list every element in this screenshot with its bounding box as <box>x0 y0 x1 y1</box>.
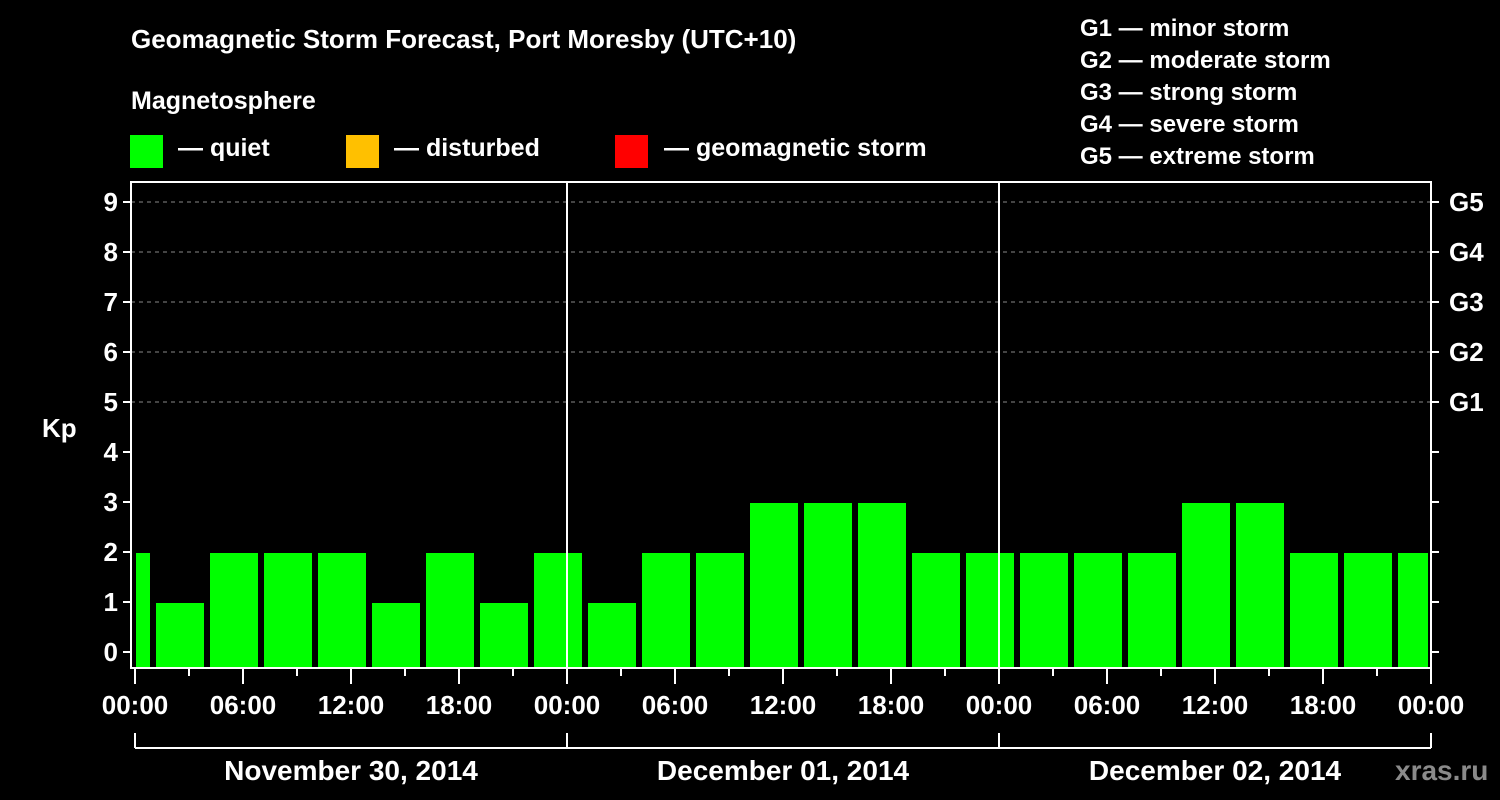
y-tick-label: 5 <box>103 387 118 417</box>
g-tick-label: G2 <box>1449 337 1484 367</box>
g-scale-item: G3 — strong storm <box>1080 79 1298 106</box>
x-tick-label: 06:00 <box>209 690 277 720</box>
kp-bar <box>264 553 312 667</box>
legend-swatch-quiet <box>130 135 163 168</box>
g-tick-label: G1 <box>1449 387 1484 417</box>
x-tick-label: 12:00 <box>1181 690 1249 720</box>
g-tick-label: G4 <box>1449 237 1484 267</box>
x-tick-label: 00:00 <box>965 690 1033 720</box>
kp-bar <box>642 553 690 667</box>
y-tick-label: 6 <box>103 337 118 367</box>
kp-bar <box>858 503 906 667</box>
date-label: December 01, 2014 <box>656 755 910 786</box>
kp-bar <box>480 603 528 667</box>
kp-bar <box>696 553 744 667</box>
kp-bar <box>966 553 1014 667</box>
g-scale-item: G1 — minor storm <box>1080 15 1290 42</box>
kp-bar <box>804 503 852 667</box>
date-label: December 02, 2014 <box>1088 755 1342 786</box>
kp-bar <box>750 503 798 667</box>
x-tick-label: 06:00 <box>1073 690 1141 720</box>
g-scale-item: G4 — severe storm <box>1080 111 1299 138</box>
g-scale-legend: G1 — minor storm G2 — moderate storm G3 … <box>1080 13 1331 173</box>
y-axis-label: Kp <box>42 413 77 443</box>
legend-label-disturbed: — disturbed <box>394 134 540 162</box>
kp-bar <box>372 603 420 667</box>
magnetosphere-heading: Magnetosphere <box>131 87 316 115</box>
g-scale-item: G5 — extreme storm <box>1080 143 1315 170</box>
kp-bar <box>534 553 582 667</box>
kp-bar <box>1344 553 1392 667</box>
kp-bar <box>1074 553 1122 667</box>
kp-bar <box>1290 553 1338 667</box>
kp-bar <box>136 553 150 667</box>
legend-swatch-storm <box>615 135 648 168</box>
kp-bar <box>210 553 258 667</box>
y-tick-label: 8 <box>103 237 118 267</box>
legend-label-quiet: — quiet <box>178 134 270 162</box>
x-tick-label: 18:00 <box>857 690 925 720</box>
y-tick-label: 9 <box>103 187 118 217</box>
g-tick-label: G5 <box>1449 187 1484 217</box>
legend-label-storm: — geomagnetic storm <box>664 134 927 162</box>
kp-bar <box>1182 503 1230 667</box>
legend-swatch-disturbed <box>346 135 379 168</box>
kp-bar <box>1398 553 1428 667</box>
x-tick-label: 18:00 <box>425 690 493 720</box>
kp-bar <box>318 553 366 667</box>
x-tick-label: 12:00 <box>317 690 385 720</box>
x-tick-label: 00:00 <box>101 690 169 720</box>
kp-bar <box>912 553 960 667</box>
watermark: xras.ru <box>1395 755 1489 786</box>
y-tick-label: 7 <box>103 287 118 317</box>
date-label: November 30, 2014 <box>224 755 478 786</box>
x-tick-label: 18:00 <box>1289 690 1357 720</box>
x-tick-label: 06:00 <box>641 690 709 720</box>
kp-bar <box>1020 553 1068 667</box>
kp-bar <box>1236 503 1284 667</box>
y-tick-label: 2 <box>103 537 118 567</box>
x-tick-label: 12:00 <box>749 690 817 720</box>
x-tick-label: 00:00 <box>533 690 601 720</box>
kp-bar <box>426 553 474 667</box>
y-tick-label: 0 <box>103 637 118 667</box>
kp-bar <box>588 603 636 667</box>
plot-frame <box>130 181 1432 669</box>
x-tick-label: 00:00 <box>1397 690 1465 720</box>
y-tick-label: 1 <box>103 587 118 617</box>
y-tick-label: 4 <box>103 437 118 467</box>
y-tick-label: 3 <box>103 487 118 517</box>
chart-title: Geomagnetic Storm Forecast, Port Moresby… <box>131 24 797 54</box>
kp-bar <box>156 603 204 667</box>
g-scale-item: G2 — moderate storm <box>1080 47 1331 74</box>
kp-bar <box>1128 553 1176 667</box>
g-tick-label: G3 <box>1449 287 1484 317</box>
